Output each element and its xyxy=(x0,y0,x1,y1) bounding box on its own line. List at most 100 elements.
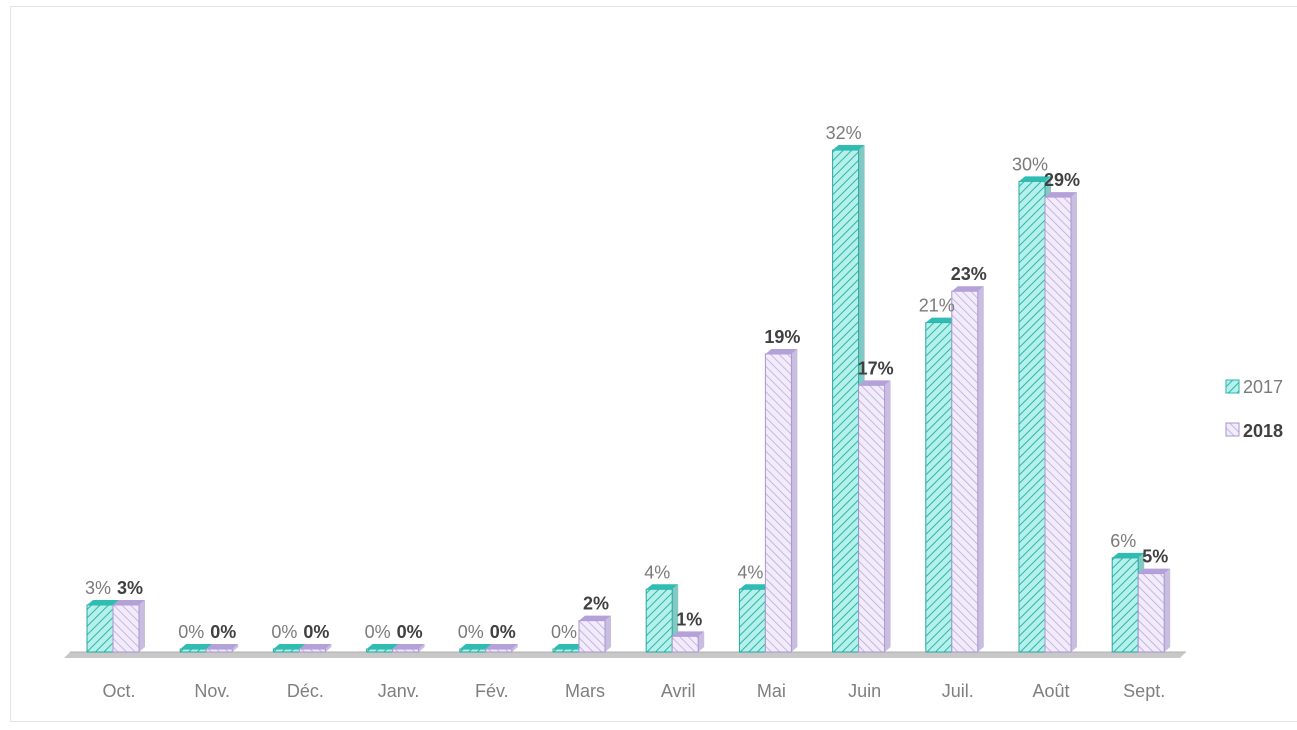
x-tick-label-7: Mai xyxy=(757,681,786,701)
bar-2018-4 xyxy=(485,644,518,653)
x-tick-label-4: Fév. xyxy=(475,681,509,701)
bar-front-2018-0 xyxy=(112,604,140,653)
bar-front-2017-5 xyxy=(552,648,580,653)
bar-front-2018-6 xyxy=(671,635,699,653)
bar-2018-3 xyxy=(392,644,425,653)
floor-plane xyxy=(64,652,1186,658)
bar-top-2017-9 xyxy=(925,317,958,323)
bar-2018-5 xyxy=(578,615,611,653)
value-label-2018-2: 0% xyxy=(303,622,329,642)
bar-2018-2 xyxy=(298,644,332,653)
bar-side-2018-6 xyxy=(698,631,705,652)
x-tick-label-0: Oct. xyxy=(102,681,135,701)
bar-top-2018-11 xyxy=(1138,568,1171,574)
bar-top-2018-7 xyxy=(765,348,798,354)
value-label-2017-7: 4% xyxy=(737,562,763,582)
bar-front-2018-7 xyxy=(764,353,792,653)
bar-top-2017-5 xyxy=(553,644,585,649)
bar-front-2017-1 xyxy=(179,648,207,653)
bar-front-2017-4 xyxy=(459,648,487,653)
bar-2018-0 xyxy=(112,599,145,653)
value-label-2017-10: 30% xyxy=(1012,154,1048,174)
value-label-2018-11: 5% xyxy=(1142,547,1168,567)
bar-2018-6 xyxy=(671,631,705,653)
bar-top-2017-10 xyxy=(1019,176,1051,182)
legend-swatch-2018 xyxy=(1225,422,1240,437)
bar-2018-8 xyxy=(858,380,891,653)
bar-top-2018-1 xyxy=(206,644,239,649)
value-label-2017-5: 0% xyxy=(551,622,577,642)
bar-front-2018-10 xyxy=(1044,196,1072,653)
bar-front-2017-11 xyxy=(1111,557,1139,653)
bar-front-2018-3 xyxy=(392,648,420,653)
bar-2018-7 xyxy=(764,348,798,653)
bar-front-2017-0 xyxy=(86,604,114,653)
bar-top-2018-9 xyxy=(951,286,984,292)
bar-front-2017-7 xyxy=(738,588,766,653)
value-label-2018-3: 0% xyxy=(397,622,423,642)
value-label-2018-8: 17% xyxy=(858,358,894,378)
x-tick-label-10: Août xyxy=(1032,681,1069,701)
value-labels-group: 3% 3% 0% 0% 0% 0% 0% 0% 0% 0% 0% 2% 4% 1% 4% 19% 32% 17% 2… xyxy=(85,123,1168,642)
chart-floor xyxy=(64,651,1186,658)
bar-side-2018-1 xyxy=(232,644,239,652)
value-label-2018-1: 0% xyxy=(210,622,236,642)
bar-top-2017-11 xyxy=(1112,552,1145,558)
bars-group xyxy=(86,145,1171,653)
bar-front-2018-4 xyxy=(485,648,513,653)
x-tick-label-11: Sept. xyxy=(1123,681,1165,701)
legend-label-2017: 2017 xyxy=(1243,377,1283,397)
bar-top-2017-2 xyxy=(273,644,306,649)
x-tick-labels-group: Oct. Nov. Déc. Janv. Fév. Mars Avril Mai Juin Jui… xyxy=(102,681,1165,701)
x-tick-label-6: Avril xyxy=(661,681,696,701)
bar-side-2018-9 xyxy=(977,286,984,652)
bar-side-2018-8 xyxy=(884,380,891,652)
bar-2018-11 xyxy=(1137,568,1171,653)
bar-side-2018-10 xyxy=(1071,192,1077,652)
bar-front-2018-2 xyxy=(298,648,326,653)
bar-top-2017-1 xyxy=(180,644,213,649)
value-label-2018-0: 3% xyxy=(117,578,143,598)
value-label-2018-7: 19% xyxy=(764,327,800,347)
bar-front-2017-10 xyxy=(1018,180,1046,653)
value-label-2017-2: 0% xyxy=(271,622,297,642)
bar-top-2018-8 xyxy=(858,380,891,386)
bar-front-2018-5 xyxy=(578,620,606,653)
x-tick-label-3: Janv. xyxy=(378,681,420,701)
bar-top-2017-0 xyxy=(87,599,119,605)
bar-front-2017-9 xyxy=(925,322,953,653)
bar-2018-9 xyxy=(951,286,984,653)
value-label-2017-0: 3% xyxy=(85,578,111,598)
bar-side-2018-3 xyxy=(418,644,425,652)
legend: 2017 2018 xyxy=(1225,377,1283,441)
value-label-2017-6: 4% xyxy=(644,562,670,582)
x-tick-label-8: Juin xyxy=(848,681,881,701)
bar-front-2017-8 xyxy=(832,149,860,653)
value-label-2017-9: 21% xyxy=(919,296,955,316)
bar-top-2018-6 xyxy=(672,631,705,637)
value-label-2017-8: 32% xyxy=(826,123,862,143)
bar-top-2017-6 xyxy=(646,584,679,590)
bar-front-2017-2 xyxy=(272,648,300,653)
value-label-2018-9: 23% xyxy=(951,264,987,284)
legend-swatch-2017 xyxy=(1225,379,1240,394)
bar-2018-1 xyxy=(205,644,239,653)
x-tick-label-9: Juil. xyxy=(942,681,974,701)
value-label-2017-4: 0% xyxy=(458,622,484,642)
value-label-2018-4: 0% xyxy=(490,622,516,642)
bar-front-2017-6 xyxy=(645,588,673,653)
bar-side-2018-5 xyxy=(605,615,611,652)
value-label-2018-5: 2% xyxy=(583,594,609,614)
x-tick-label-5: Mars xyxy=(565,681,605,701)
bar-front-2018-9 xyxy=(951,290,979,653)
bar-2018-10 xyxy=(1044,192,1077,653)
bar-front-2018-11 xyxy=(1137,573,1165,653)
bar-front-2018-8 xyxy=(858,384,886,653)
x-tick-label-1: Nov. xyxy=(194,681,230,701)
bar-side-2018-4 xyxy=(511,644,518,652)
bar-top-2018-10 xyxy=(1045,192,1077,198)
value-label-2017-3: 0% xyxy=(365,622,391,642)
bar-side-2018-0 xyxy=(139,599,145,652)
value-label-2017-1: 0% xyxy=(178,622,204,642)
